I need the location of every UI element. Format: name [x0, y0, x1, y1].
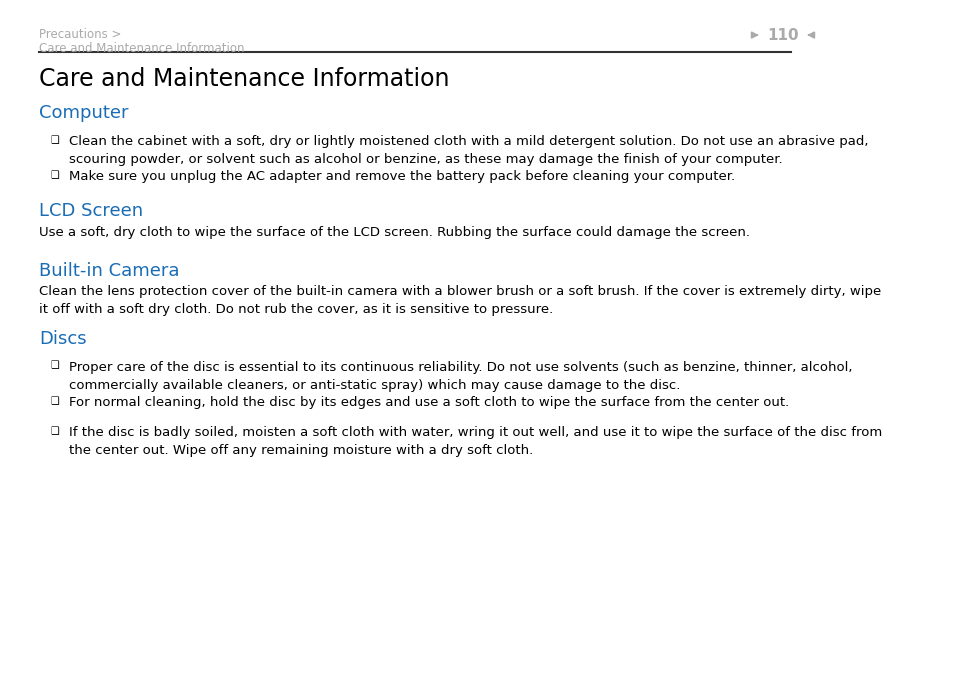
Text: Built-in Camera: Built-in Camera: [39, 262, 179, 280]
Text: Clean the cabinet with a soft, dry or lightly moistened cloth with a mild deterg: Clean the cabinet with a soft, dry or li…: [70, 135, 868, 166]
Text: Use a soft, dry cloth to wipe the surface of the LCD screen. Rubbing the surface: Use a soft, dry cloth to wipe the surfac…: [39, 226, 749, 239]
Text: ❑: ❑: [51, 170, 59, 180]
Text: Clean the lens protection cover of the built-in camera with a blower brush or a : Clean the lens protection cover of the b…: [39, 285, 881, 316]
Text: For normal cleaning, hold the disc by its edges and use a soft cloth to wipe the: For normal cleaning, hold the disc by it…: [70, 396, 789, 408]
Text: 110: 110: [766, 28, 798, 42]
Text: Precautions >: Precautions >: [39, 28, 121, 41]
Text: Make sure you unplug the AC adapter and remove the battery pack before cleaning : Make sure you unplug the AC adapter and …: [70, 170, 735, 183]
Text: If the disc is badly soiled, moisten a soft cloth with water, wring it out well,: If the disc is badly soiled, moisten a s…: [70, 426, 882, 457]
Text: ❑: ❑: [51, 396, 59, 406]
Text: Proper care of the disc is essential to its continuous reliability. Do not use s: Proper care of the disc is essential to …: [70, 361, 852, 392]
Text: Care and Maintenance Information: Care and Maintenance Information: [39, 67, 449, 92]
Text: ❑: ❑: [51, 426, 59, 436]
Text: Discs: Discs: [39, 330, 87, 348]
Text: ❑: ❑: [51, 361, 59, 371]
Text: LCD Screen: LCD Screen: [39, 202, 143, 220]
Text: ❑: ❑: [51, 135, 59, 145]
Text: Care and Maintenance Information: Care and Maintenance Information: [39, 42, 244, 55]
Text: Computer: Computer: [39, 104, 129, 123]
